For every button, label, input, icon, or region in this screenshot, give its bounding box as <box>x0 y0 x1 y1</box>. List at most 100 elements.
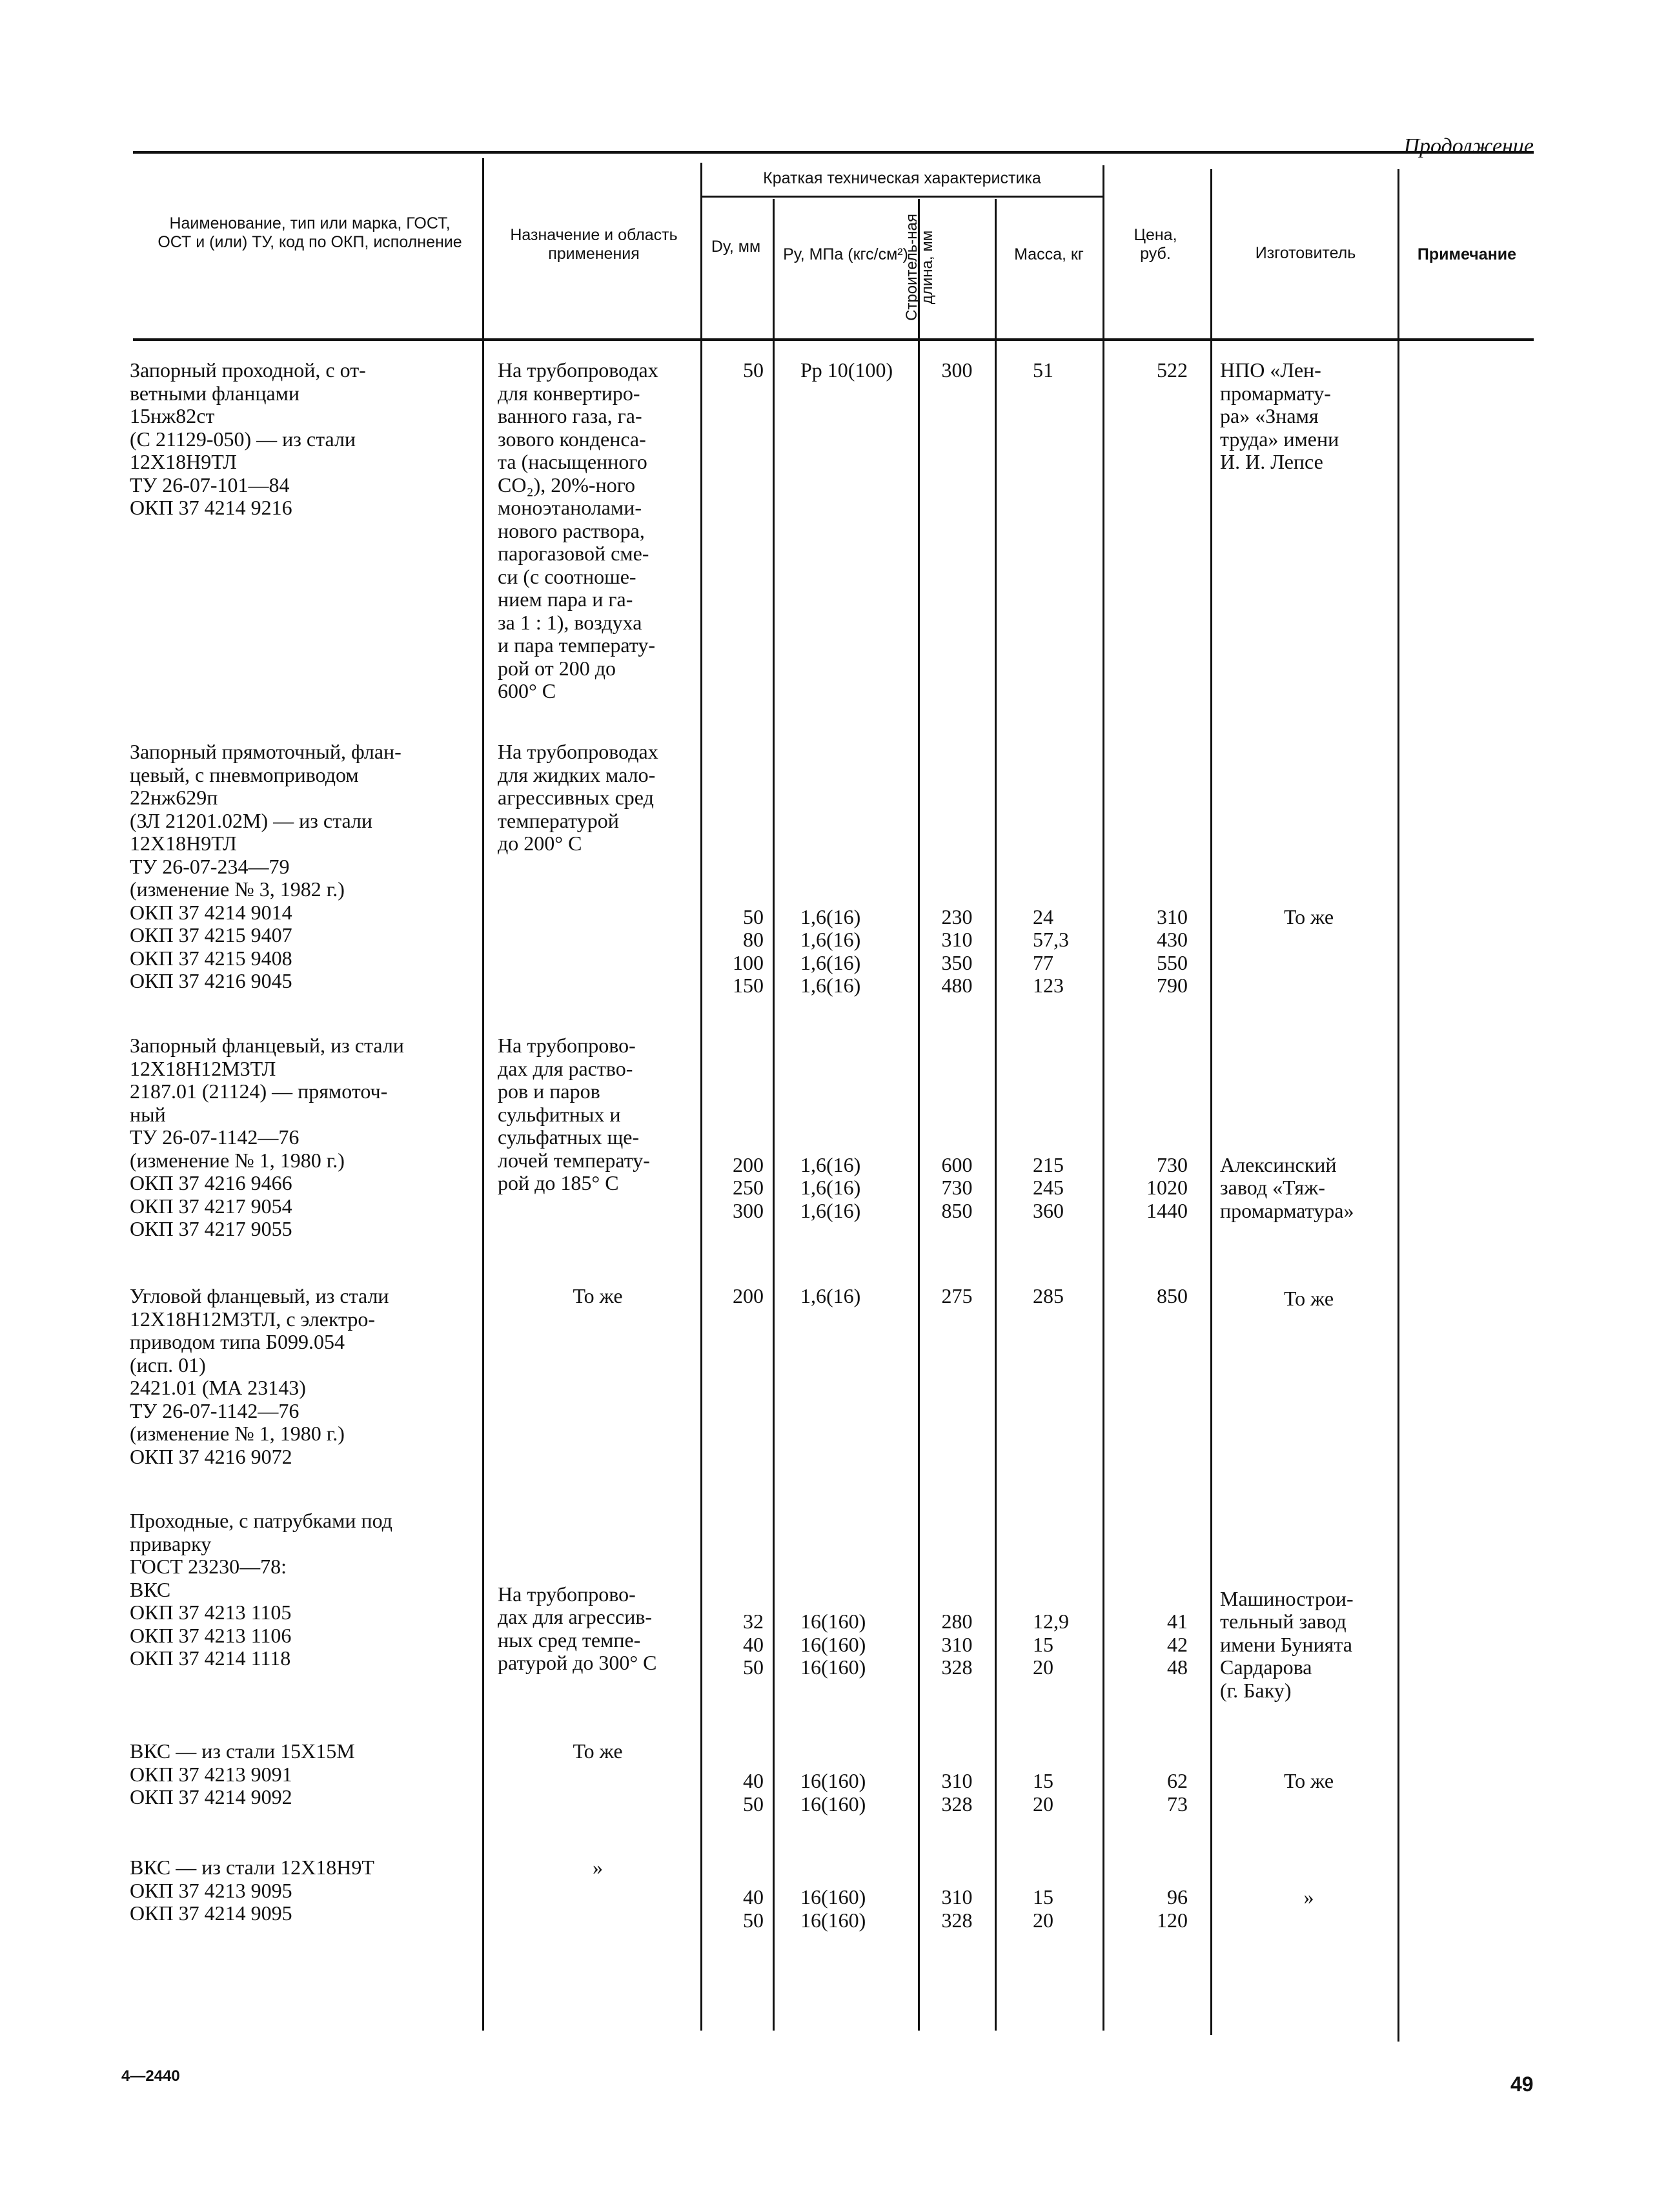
cell-length: 310 328 <box>920 1770 994 1816</box>
cell-price: 730 1020 1440 <box>1104 1153 1188 1223</box>
name-line: ветными фланцами <box>130 381 300 405</box>
cell-price: 310 430 550 790 <box>1104 905 1188 998</box>
length-line: 850 <box>941 1198 973 1222</box>
dy-line: 50 <box>743 1792 764 1816</box>
name-line: ВКС — из стали 12Х18Н9Т <box>130 1856 374 1879</box>
dy-line: 50 <box>743 358 764 382</box>
purpose-line: 600° С <box>498 679 556 702</box>
table-top-rule <box>133 151 1534 154</box>
purpose-line: температурой <box>498 808 619 832</box>
header-length: Строитель-ная длина, мм <box>903 214 936 321</box>
purpose-line: моноэтанолами- <box>498 496 642 519</box>
col-divider <box>773 199 775 2031</box>
py-line: 1,6(16) <box>800 950 861 974</box>
name-line: ВКС <box>130 1577 171 1601</box>
footer-code: 4—2440 <box>121 2067 180 2085</box>
py-line: 1,6(16) <box>800 1284 861 1307</box>
cell-name: Запорный фланцевый, из стали 12Х18Н12М3ТЛ… <box>130 1034 478 1241</box>
header-dy: Dу, мм <box>711 238 761 256</box>
maker-line: » <box>1303 1885 1314 1909</box>
price-line: 550 <box>1157 950 1188 974</box>
cell-maker: То же <box>1220 905 1397 929</box>
cell-maker: » <box>1220 1886 1397 1909</box>
col-divider <box>918 199 920 2031</box>
purpose-line: ных сред темпе- <box>498 1628 641 1652</box>
length-line: 310 <box>941 1885 973 1909</box>
name-line: приводом типа Б099.054 <box>130 1330 345 1353</box>
mass-line: 15 <box>1033 1632 1053 1656</box>
name-line: 22нж629п <box>130 786 218 809</box>
py-line: 16(160) <box>800 1769 866 1793</box>
maker-line: Машинострои- <box>1220 1586 1354 1610</box>
maker-line: труда» имени <box>1220 427 1339 451</box>
dy-line: 200 <box>733 1152 764 1176</box>
name-line: Угловой фланцевый, из стали <box>130 1284 389 1307</box>
cell-length: 310 328 <box>920 1886 994 1932</box>
mass-line: 215 <box>1033 1152 1064 1176</box>
name-line: ТУ 26-07-234—79 <box>130 854 290 878</box>
purpose-line: дах для раство- <box>498 1056 633 1080</box>
mass-line: 15 <box>1033 1885 1053 1909</box>
purpose-line: си (с соотноше- <box>498 564 636 588</box>
length-line: 350 <box>941 950 973 974</box>
purpose-line: нового раствора, <box>498 518 645 542</box>
name-line: ГОСТ 23230—78: <box>130 1555 287 1578</box>
name-line: ТУ 26-07-1142—76 <box>130 1398 300 1422</box>
name-line: Запорный проходной, с от- <box>130 358 366 382</box>
mass-line: 360 <box>1033 1198 1064 1222</box>
name-line: ОКП 37 4213 1106 <box>130 1623 292 1647</box>
cell-dy: 50 <box>702 358 764 382</box>
cell-price: 850 <box>1104 1284 1188 1308</box>
purpose-line: рой до 185° С <box>498 1171 619 1194</box>
name-line: 12Х18Н9ТЛ <box>130 832 237 855</box>
name-line: ТУ 26-07-1142—76 <box>130 1125 300 1149</box>
price-line: 73 <box>1167 1792 1188 1816</box>
name-line: 12Х18Н9ТЛ <box>130 450 237 473</box>
header-maker: Изготовитель <box>1255 244 1356 262</box>
cell-maker: То же <box>1220 1287 1397 1311</box>
maker-line: тельный завод <box>1220 1610 1347 1633</box>
purpose-line: парогазовой сме- <box>498 542 649 565</box>
continuation-label: Продолжение <box>1403 134 1534 158</box>
name-line: ОКП 37 4214 1118 <box>130 1646 291 1670</box>
header-tech-group: Краткая техническая характеристика <box>763 169 1041 187</box>
purpose-line: для жидких мало- <box>498 763 656 786</box>
length-line: 328 <box>941 1655 973 1679</box>
purpose-line: до 200° С <box>498 832 582 855</box>
price-line: 42 <box>1167 1632 1188 1656</box>
name-line: ОКП 37 4213 1105 <box>130 1601 292 1624</box>
mass-line: 20 <box>1033 1908 1053 1932</box>
price-line: 48 <box>1167 1655 1188 1679</box>
name-line: 12Х18Н12М3ТЛ, с электро- <box>130 1307 376 1331</box>
header-note: Примечание <box>1417 245 1517 263</box>
col-divider <box>482 158 484 2031</box>
cell-dy: 50 80 100 150 <box>702 905 764 998</box>
purpose-line: CO₂), 20%-ного <box>498 473 636 497</box>
cell-dy: 32 40 50 <box>702 1610 764 1679</box>
dy-line: 50 <box>743 905 764 928</box>
name-line: (изменение № 1, 1980 г.) <box>130 1148 345 1172</box>
name-line: (ЗЛ 21201.02М) — из стали <box>130 808 373 832</box>
py-line: 1,6(16) <box>800 905 861 928</box>
length-line: 600 <box>941 1152 973 1176</box>
name-line: ОКП 37 4213 9095 <box>130 1878 292 1902</box>
name-line: 2187.01 (21124) — прямоточ- <box>130 1080 388 1103</box>
purpose-line: На трубопроводах <box>498 358 658 382</box>
length-line: 480 <box>941 974 973 998</box>
dy-line: 250 <box>733 1176 764 1200</box>
name-line: ный <box>130 1102 166 1126</box>
dy-line: 200 <box>733 1284 764 1307</box>
name-line: 2421.01 (МА 23143) <box>130 1376 306 1399</box>
purpose-line: На трубопрово- <box>498 1034 636 1057</box>
cell-name: Запорный прямоточный, флан-цевый, с пнев… <box>130 740 478 993</box>
length-line: 730 <box>941 1176 973 1200</box>
cell-py: 1,6(16) 1,6(16) 1,6(16) <box>800 1153 917 1223</box>
maker-line: То же <box>1283 905 1334 928</box>
name-line: ОКП 37 4216 9466 <box>130 1171 292 1194</box>
col-divider <box>995 199 997 2031</box>
price-line: 120 <box>1157 1908 1188 1932</box>
length-line: 328 <box>941 1792 973 1816</box>
name-line: ОКП 37 4216 9072 <box>130 1444 292 1468</box>
cell-mass: 15 20 <box>1033 1770 1101 1816</box>
maker-line: завод «Тяж- <box>1220 1176 1325 1200</box>
